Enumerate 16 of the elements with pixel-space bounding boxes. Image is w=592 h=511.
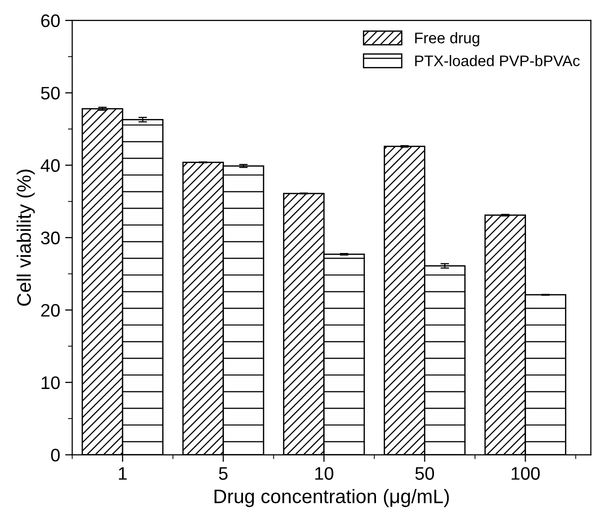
- y-tick-label: 10: [42, 376, 60, 390]
- y-tick-label: 30: [41, 232, 60, 244]
- x-tick-label: 5: [218, 467, 228, 480]
- legend-label: PTX-loaded PVP-bPVAc: [415, 55, 580, 66]
- y-tick-label: 40: [40, 159, 60, 172]
- y-tick-label: 20: [41, 304, 60, 317]
- x-tick-label: 10: [315, 467, 334, 480]
- x-tick-label: 1: [118, 467, 127, 480]
- x-tick-label: 50: [415, 467, 434, 480]
- y-axis-title: Cell viability (%): [16, 170, 35, 306]
- y-tick-label: 0: [51, 448, 60, 462]
- y-tick-label: 60: [41, 14, 60, 28]
- x-axis-title: Drug concentration (μg/mL): [214, 488, 449, 508]
- x-tick-label: 100: [512, 467, 540, 480]
- y-tick-label: 50: [41, 86, 60, 100]
- legend-label: Free drug: [415, 32, 480, 46]
